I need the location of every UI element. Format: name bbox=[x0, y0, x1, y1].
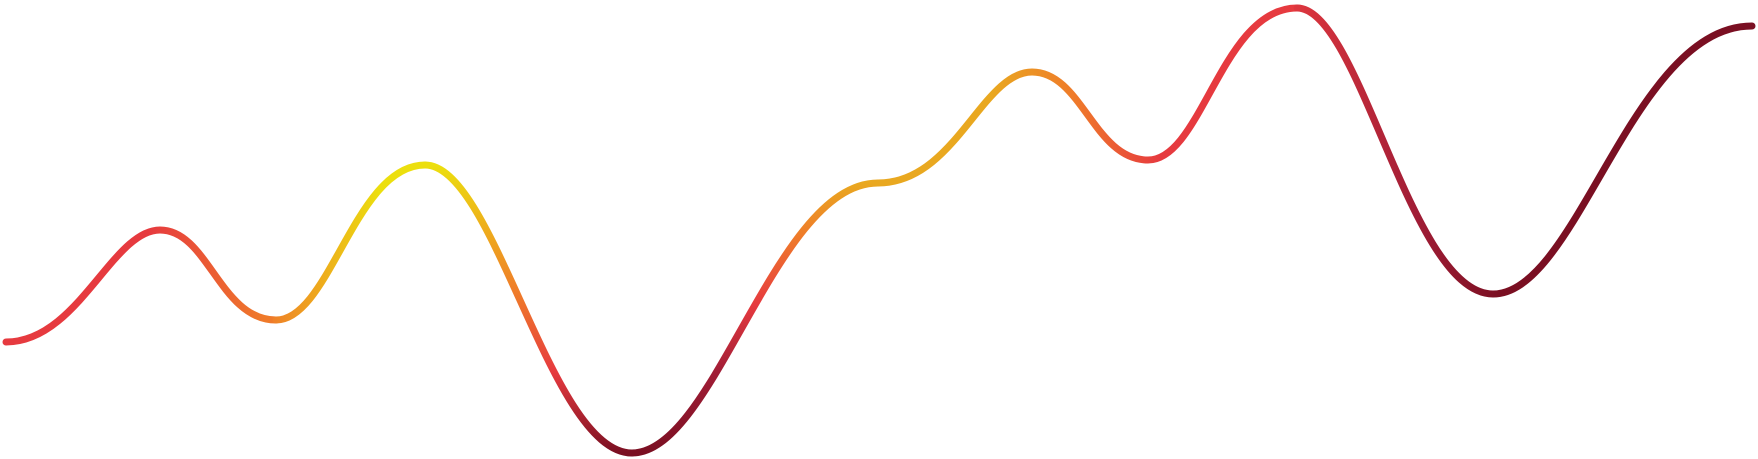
wave-segment-5 bbox=[874, 4, 1301, 187]
wave-segment-2 bbox=[272, 161, 429, 324]
wave-segment-4 bbox=[628, 179, 882, 457]
wave-segment-6 bbox=[1293, 4, 1756, 298]
wave-segment-3 bbox=[421, 161, 636, 457]
wave-segment-1 bbox=[2, 226, 280, 346]
